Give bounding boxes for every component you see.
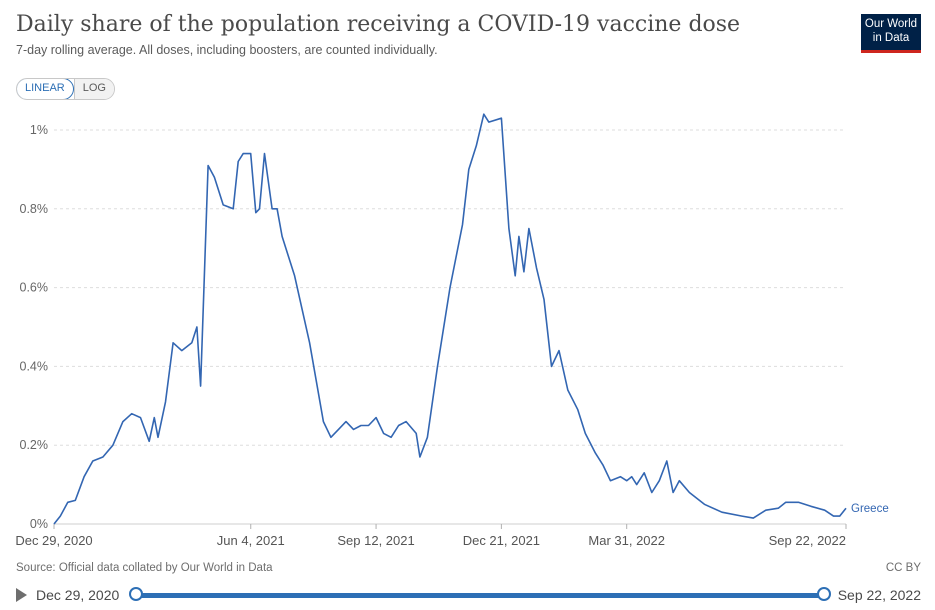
- source-note: Source: Official data collated by Our Wo…: [16, 562, 273, 574]
- license-link[interactable]: CC BY: [885, 562, 921, 574]
- y-tick-label: 1%: [30, 123, 48, 137]
- series-label-greece[interactable]: Greece: [851, 503, 889, 515]
- timeline-start-date: Dec 29, 2020: [36, 587, 120, 603]
- play-icon[interactable]: [16, 588, 27, 602]
- chart-area: 0% 0.2% 0.4% 0.6% 0.8% 1% Dec 29, 2020 Jun 4, …: [15, 113, 889, 548]
- x-tick-label: Dec 29, 2020: [15, 533, 92, 548]
- scale-toggle: LINEAR LOG: [16, 78, 115, 100]
- logo-line-2: in Data: [872, 32, 910, 44]
- chart-subtitle: 7-day rolling average. All doses, includ…: [16, 43, 438, 57]
- log-scale-button[interactable]: LOG: [73, 79, 114, 99]
- x-tick-label: Jun 4, 2021: [217, 533, 285, 548]
- y-tick-label: 0.6%: [20, 281, 49, 295]
- linear-scale-button[interactable]: LINEAR: [16, 79, 74, 99]
- x-tick-label: Sep 12, 2021: [337, 533, 414, 548]
- timeline: Dec 29, 2020 Sep 22, 2022: [0, 584, 935, 606]
- owid-logo[interactable]: Our World in Data: [861, 14, 921, 53]
- y-grid: [54, 129, 846, 525]
- timeline-start-handle[interactable]: [129, 587, 143, 601]
- x-tick-label: Dec 21, 2021: [463, 533, 540, 548]
- x-tick-marks: [53, 524, 847, 529]
- timeline-track[interactable]: [136, 593, 824, 598]
- logo-accent-bar: [861, 50, 921, 53]
- x-tick-labels: Dec 29, 2020 Jun 4, 2021 Sep 12, 2021 Dec 2…: [15, 533, 846, 548]
- series-line-greece[interactable]: [53, 113, 847, 525]
- y-tick-label: 0.2%: [20, 438, 49, 452]
- timeline-end-handle[interactable]: [817, 587, 831, 601]
- y-tick-label: 0.8%: [20, 202, 49, 216]
- x-tick-label: Sep 22, 2022: [769, 533, 846, 548]
- x-tick-label: Mar 31, 2022: [588, 533, 665, 548]
- chart-title: Daily share of the population receiving …: [16, 12, 741, 37]
- logo-line-1: Our World: [864, 18, 918, 30]
- y-tick-label: 0.4%: [20, 359, 49, 373]
- timeline-end-date: Sep 22, 2022: [837, 587, 921, 603]
- y-tick-label: 0%: [30, 517, 48, 531]
- y-tick-labels: 0% 0.2% 0.4% 0.6% 0.8% 1%: [20, 123, 49, 531]
